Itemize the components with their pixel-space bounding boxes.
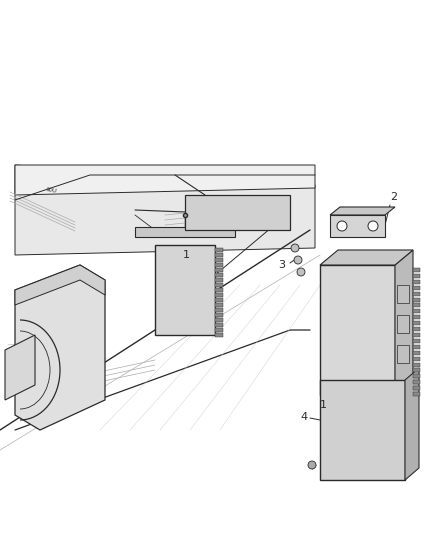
Polygon shape <box>15 265 105 305</box>
Bar <box>215 333 223 337</box>
Bar <box>413 368 420 373</box>
Bar <box>215 308 223 312</box>
Polygon shape <box>320 265 395 395</box>
Text: 2: 2 <box>390 192 397 202</box>
Text: 1: 1 <box>183 250 190 260</box>
Bar <box>413 386 420 390</box>
Polygon shape <box>155 245 215 335</box>
Bar <box>413 374 420 378</box>
Polygon shape <box>330 207 395 215</box>
Bar <box>413 321 420 325</box>
Circle shape <box>294 256 302 264</box>
Polygon shape <box>15 165 315 255</box>
Circle shape <box>308 461 316 469</box>
Bar <box>413 303 420 308</box>
Circle shape <box>368 221 378 231</box>
Bar <box>413 292 420 296</box>
Polygon shape <box>15 165 315 195</box>
Bar <box>413 380 420 384</box>
Bar <box>215 318 223 322</box>
Bar <box>215 263 223 267</box>
Polygon shape <box>405 368 419 480</box>
Bar <box>413 286 420 290</box>
Bar <box>413 339 420 343</box>
Bar <box>413 362 420 367</box>
Bar <box>215 273 223 277</box>
Polygon shape <box>320 250 413 265</box>
Text: 3: 3 <box>278 260 285 270</box>
Text: 4: 4 <box>300 412 307 422</box>
Bar <box>215 328 223 332</box>
Bar <box>413 327 420 331</box>
Bar <box>413 351 420 355</box>
Polygon shape <box>185 195 290 230</box>
Bar <box>215 248 223 252</box>
Bar <box>413 357 420 361</box>
Bar <box>413 333 420 337</box>
Bar <box>215 278 223 282</box>
Bar <box>397 345 409 363</box>
Bar <box>413 345 420 349</box>
Circle shape <box>337 221 347 231</box>
Polygon shape <box>135 227 235 237</box>
Bar <box>215 293 223 297</box>
Bar <box>215 313 223 317</box>
Bar <box>215 283 223 287</box>
Polygon shape <box>395 250 413 395</box>
Bar <box>397 315 409 333</box>
Bar <box>215 253 223 257</box>
Bar <box>215 303 223 307</box>
Bar <box>413 297 420 302</box>
Text: 1: 1 <box>320 400 327 410</box>
Bar <box>413 274 420 278</box>
Polygon shape <box>5 335 35 400</box>
Bar <box>215 288 223 292</box>
Circle shape <box>297 268 305 276</box>
Bar <box>413 280 420 284</box>
Circle shape <box>291 244 299 252</box>
Bar <box>215 258 223 262</box>
Bar <box>413 392 420 396</box>
Polygon shape <box>320 380 405 480</box>
Bar <box>215 323 223 327</box>
Polygon shape <box>330 215 385 237</box>
Polygon shape <box>15 265 105 430</box>
Bar <box>215 268 223 272</box>
Bar <box>397 285 409 303</box>
Bar <box>413 309 420 313</box>
Bar <box>413 268 420 272</box>
Text: 90U: 90U <box>45 187 57 194</box>
Bar <box>413 316 420 319</box>
Bar <box>215 298 223 302</box>
